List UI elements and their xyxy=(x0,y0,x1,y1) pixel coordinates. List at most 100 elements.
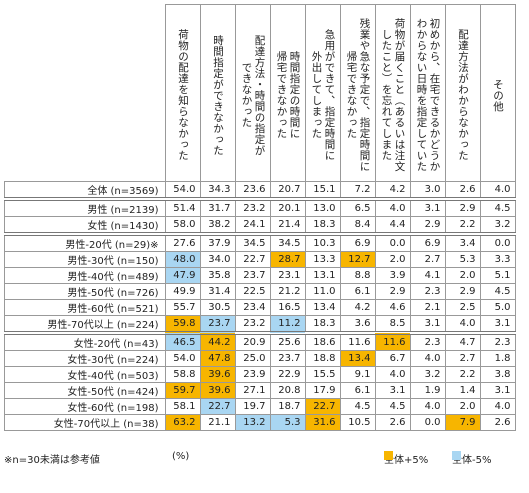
data-row: 女性 (n=1430) 58.0 38.2 24.1 21.4 18.3 8.4 4.4 2.9… xyxy=(4,216,516,235)
cell: 0.0 xyxy=(374,232,411,252)
cell: 2.6 xyxy=(374,414,411,431)
cell: 49.9 xyxy=(164,283,201,300)
cell: 13.4 xyxy=(339,350,376,367)
data-row: 女性-40代 (n=503) 58.8 39.6 23.9 22.9 15.5 9.1 4.0… xyxy=(4,366,516,383)
cell: 4.2 xyxy=(374,181,411,200)
data-row: 女性-30代 (n=224) 54.0 47.8 25.0 23.7 18.8 13.4 6.… xyxy=(4,350,516,367)
legend-label: 全体+5% xyxy=(384,455,429,466)
data-row: 男性 (n=2139) 51.4 31.7 23.2 20.1 13.0 6.5 4.0 3.1… xyxy=(4,197,516,217)
data-row: 男性-70代以上 (n=224) 59.8 23.7 23.2 11.2 18.3 3.6 8… xyxy=(4,315,516,334)
cell: 4.5 xyxy=(374,398,411,415)
cell: 4.0 xyxy=(409,350,446,367)
cell: 16.5 xyxy=(269,299,306,316)
cell: 18.8 xyxy=(304,350,341,367)
cell: 2.1 xyxy=(409,299,446,316)
cell: 23.7 xyxy=(199,315,236,334)
cell: 39.6 xyxy=(199,382,236,399)
cell: 10.3 xyxy=(304,232,341,252)
cell: 2.9 xyxy=(409,216,446,235)
cell: 38.2 xyxy=(199,216,236,235)
cell: 20.8 xyxy=(269,382,306,399)
cell: 18.6 xyxy=(304,331,341,351)
cell: 11.0 xyxy=(304,283,341,300)
cell: 23.2 xyxy=(234,197,271,217)
cell: 31.7 xyxy=(199,197,236,217)
row-label: 男性-20代 (n=29)※ xyxy=(4,232,166,252)
cell: 1.9 xyxy=(409,382,446,399)
cell: 3.6 xyxy=(339,315,376,334)
cell: 13.4 xyxy=(304,299,341,316)
cell: 2.0 xyxy=(444,398,481,415)
data-row: 男性-60代 (n=521) 55.7 30.5 23.4 16.5 13.4 4.2 4.6… xyxy=(4,299,516,316)
cell: 13.2 xyxy=(234,414,271,431)
row-label: 女性-70代以上 (n=38) xyxy=(4,414,166,431)
cell: 7.9 xyxy=(444,414,481,431)
cell: 47.8 xyxy=(199,350,236,367)
column-header-text: 残業や急な予定で、指定時間に 帰宅できなかった xyxy=(345,18,371,172)
cell: 4.5 xyxy=(479,197,516,217)
cell: 2.9 xyxy=(444,283,481,300)
cell: 2.3 xyxy=(409,331,446,351)
cell: 54.0 xyxy=(164,181,201,200)
cell: 59.7 xyxy=(164,382,201,399)
column-header-text: 急用ができて、指定時間に 外出してしまった xyxy=(310,29,336,161)
cell: 63.2 xyxy=(164,414,201,431)
column-header-text: 時間指定ができなかった xyxy=(212,34,224,156)
cell: 58.1 xyxy=(164,398,201,415)
cell: 35.8 xyxy=(199,267,236,284)
column-header: 時間指定の時間に 帰宅できなかった xyxy=(269,4,306,182)
cell: 2.0 xyxy=(444,267,481,284)
cell: 4.5 xyxy=(339,398,376,415)
cell: 54.0 xyxy=(164,350,201,367)
column-header: 荷物の配達を知らなかった xyxy=(164,4,201,182)
cell: 3.3 xyxy=(479,251,516,268)
cell: 9.1 xyxy=(339,366,376,383)
row-label: 男性-30代 (n=150) xyxy=(4,251,166,268)
cell: 6.9 xyxy=(409,232,446,252)
cell: 1.8 xyxy=(479,350,516,367)
cell: 44.2 xyxy=(199,331,236,351)
cell: 1.4 xyxy=(444,382,481,399)
legend-swatch xyxy=(452,451,461,460)
cell: 3.8 xyxy=(479,366,516,383)
cell: 2.5 xyxy=(444,299,481,316)
cell: 58.0 xyxy=(164,216,201,235)
cell: 58.8 xyxy=(164,366,201,383)
data-row: 男性-20代 (n=29)※ 27.6 37.9 34.5 34.5 10.3 6.9 0.0… xyxy=(4,232,516,252)
cell: 18.3 xyxy=(304,315,341,334)
cell: 4.6 xyxy=(374,299,411,316)
cell: 4.5 xyxy=(479,283,516,300)
cell: 11.6 xyxy=(374,331,411,351)
cell: 21.1 xyxy=(199,414,236,431)
cell: 3.2 xyxy=(409,366,446,383)
cell: 34.3 xyxy=(199,181,236,200)
cell: 22.7 xyxy=(234,251,271,268)
cell: 28.7 xyxy=(269,251,306,268)
cell: 4.2 xyxy=(339,299,376,316)
cell: 22.7 xyxy=(199,398,236,415)
cell: 4.0 xyxy=(479,181,516,200)
row-label: 全体 (n=3569) xyxy=(4,181,166,200)
cell: 20.9 xyxy=(234,331,271,351)
cell: 18.3 xyxy=(304,216,341,235)
cell: 39.6 xyxy=(199,366,236,383)
cell: 2.2 xyxy=(444,366,481,383)
cell: 11.6 xyxy=(339,331,376,351)
cell: 3.2 xyxy=(479,216,516,235)
header-row: 荷物の配達を知らなかった 時間指定ができなかった 配達方法・時間の指定が できなかっ… xyxy=(4,4,516,182)
cell: 27.1 xyxy=(234,382,271,399)
data-row: 女性-70代以上 (n=38) 63.2 21.1 13.2 5.3 31.6 10.5 2.… xyxy=(4,414,516,431)
cell: 25.6 xyxy=(269,331,306,351)
cell: 3.1 xyxy=(479,315,516,334)
cell: 2.7 xyxy=(444,350,481,367)
cell: 4.0 xyxy=(374,366,411,383)
note: ※n=30未満は参考値 xyxy=(4,455,100,466)
cell: 21.4 xyxy=(269,216,306,235)
data-row: 全体 (n=3569) 54.0 34.3 23.6 20.7 15.1 7.2 4.2 3.0… xyxy=(4,181,516,200)
data-table: 荷物の配達を知らなかった 時間指定ができなかった 配達方法・時間の指定が できなかっ… xyxy=(4,4,516,431)
column-header-text: 初めから、在宅できるかどうか わからない日時を指定していた xyxy=(415,18,441,172)
legend-label: 全体-5% xyxy=(452,455,492,466)
cell: 2.6 xyxy=(479,414,516,431)
row-label: 男性-50代 (n=726) xyxy=(4,283,166,300)
cell: 3.4 xyxy=(444,232,481,252)
